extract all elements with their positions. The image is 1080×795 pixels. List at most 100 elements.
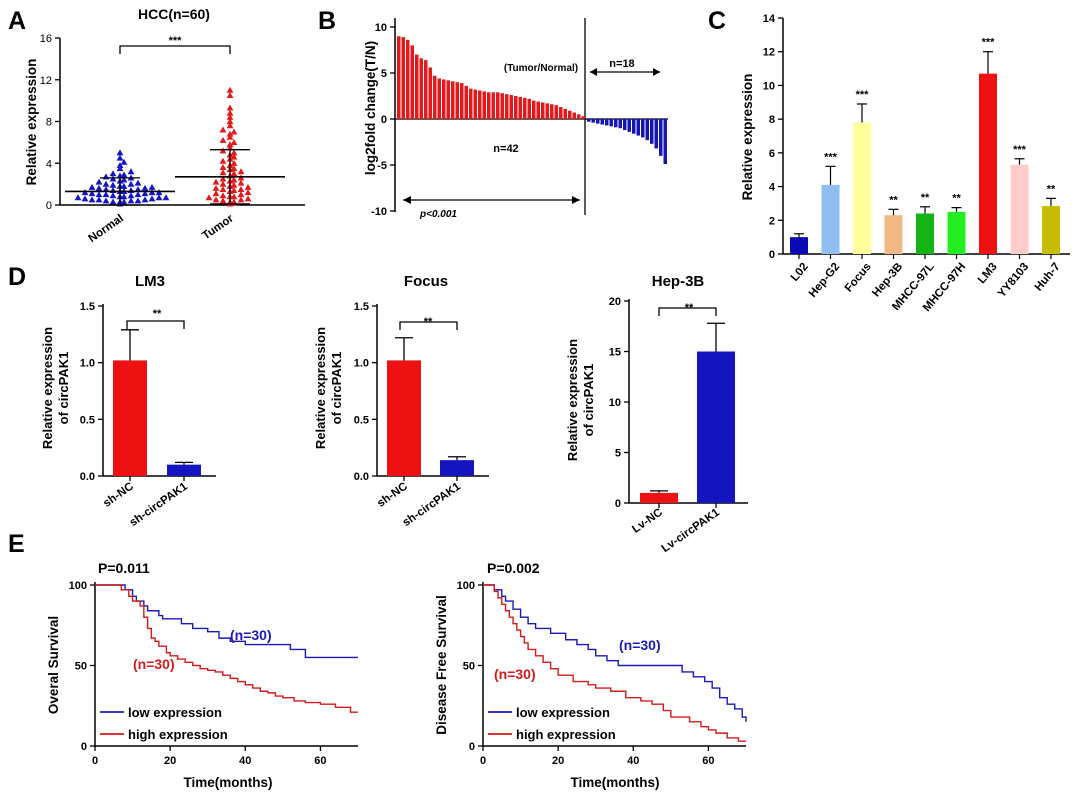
panel-a-normal-point-56 [116, 161, 124, 168]
panel-a-y-ticks: 0 4 8 12 16 [40, 33, 60, 212]
panel-a-normal-point-8 [134, 197, 142, 204]
panel-e-chart0-xtick-label-3: 60 [314, 755, 326, 767]
panel-e-chart1-ytick-label-2: 100 [457, 580, 475, 592]
panel-c-significance-7: *** [1013, 144, 1027, 156]
panel-a-tumor-point-20 [244, 183, 252, 190]
panel-a-normal-point-53 [109, 170, 117, 177]
panel-b-down-bar-12 [641, 119, 645, 138]
panel-a-tumor-point-46 [226, 141, 234, 148]
panel-a-tumor-point-50 [226, 130, 234, 137]
panel-d-chart2-bar-1 [697, 351, 735, 503]
panel-a-normal-point-42 [127, 180, 135, 187]
panel-c-bar-5 [947, 211, 966, 254]
panel-e-chart0-ytick-label-2: 100 [69, 580, 87, 592]
panel-b-bars [397, 36, 667, 165]
panel-b-up-bar-4 [415, 54, 419, 119]
panel-a-normal-point-12 [148, 195, 156, 202]
panel-c-significance-2: *** [856, 89, 870, 101]
panel-a-tumor-point-58 [226, 92, 234, 99]
panel-a-normal-point-40 [120, 182, 128, 189]
panel-b-up-bar-36 [559, 107, 563, 119]
panel-d-chart1-bar-1 [440, 460, 474, 476]
panel-a-mean-sd-bars [65, 149, 285, 206]
panel-a-tumor-point-35 [230, 165, 238, 172]
panel-a-ytick-label-0: 0 [46, 200, 52, 212]
panel-c-ytick-label-3: 6 [769, 148, 775, 160]
panel-b-arrow-up-left-head [403, 196, 411, 204]
panel-d-focus-title: Focus [404, 273, 448, 290]
panel-a-sig-bracket [119, 45, 231, 54]
panel-b-up-bar-18 [478, 90, 482, 119]
panel-a-normal-point-47 [120, 176, 128, 183]
panel-b-up-bar-34 [550, 104, 554, 119]
panel-a-xtick-normal: Normal [87, 213, 126, 246]
panel-a-tumor-point-38 [230, 159, 238, 166]
panel-c-ytick-label-7: 14 [763, 13, 776, 25]
panel-b-up-bar-16 [469, 88, 473, 119]
panel-d-chart2-ytick-label-2: 10 [609, 397, 621, 409]
panel-d-chart0-ytick-label-3: 1.5 [80, 301, 95, 313]
panel-e-os-ylabel: Overal Survival [46, 616, 61, 714]
panel-d-chart1-bar-0 [387, 360, 421, 476]
panel-d-focus-ylabel-line1: Relative expression [313, 327, 328, 449]
panel-b-up-bar-29 [527, 98, 531, 119]
panel-b-up-bar-17 [473, 89, 477, 119]
panel-b-up-bar-26 [514, 96, 518, 119]
panel-d-chart0-bar-0 [113, 360, 147, 476]
panel-a-tumor-point-16 [230, 186, 238, 193]
panel-d-chart1-ytick-label-2: 1.0 [354, 358, 369, 370]
panel-b-up-bar-7 [428, 67, 432, 119]
panel-e-marks: 0 50 100 0 20 40 60 0 50 100 0 20 40 60 [69, 580, 747, 767]
panel-e-chart1-curve-1 [483, 584, 746, 742]
panel-a-tumor-point-10 [230, 193, 238, 200]
panel-e-chart1-xtick-label-3: 60 [702, 755, 714, 767]
panel-b-ytick-label-2: 0 [381, 114, 387, 126]
panel-e-disease-free-survival: P=0.002 Disease Free Survival Time(month… [434, 560, 661, 790]
panel-a-tumor-point-52 [219, 126, 227, 133]
panel-c-bar-4 [916, 213, 934, 254]
panel-a-normal-point-13 [81, 195, 89, 202]
panel-a-normal-point-41 [109, 181, 117, 188]
panel-a-xtick-tumor: Tumor [200, 212, 236, 242]
panel-b-up-bar-28 [523, 97, 527, 119]
panel-b-up-bar-2 [406, 39, 410, 119]
panel-e-chart0-xtick-label-2: 40 [239, 755, 251, 767]
panel-label-d: D [8, 263, 26, 291]
panel-c-xtick-label-8: Huh-7 [1033, 261, 1063, 294]
panel-b-down-bar-1 [591, 119, 595, 123]
panel-a-normal-point-34 [134, 185, 142, 192]
panel-a-normal-point-57 [120, 158, 128, 165]
panel-a-tumor-point-36 [219, 164, 227, 171]
panel-b-pvalue: p<0.001 [419, 209, 457, 220]
panel-a-ytick-label-3: 12 [40, 75, 52, 87]
panel-b-down-bar-7 [618, 119, 622, 129]
panel-e-chart1-xtick-label-1: 20 [552, 755, 564, 767]
panel-a-tumor-point-25 [212, 178, 220, 185]
panel-d-hep3b-xtick-0: Lv-NC [630, 507, 665, 536]
panel-d-chart2-ytick-label-0: 0 [615, 498, 621, 510]
panel-c-ylabel: Relative expression [740, 74, 755, 201]
panel-a-tumor-point-45 [226, 144, 234, 151]
panel-a-normal-point-22 [134, 191, 142, 198]
panel-a-normal-point-58 [116, 154, 124, 161]
panel-a-tumor-point-43 [230, 149, 238, 156]
panel-a: A HCC(n=60) Relative expression 0481216 … [8, 6, 305, 245]
panel-d-focus-xtick-1: sh-circPAK1 [401, 480, 464, 529]
panel-a-tumor-point-54 [226, 118, 234, 125]
panel-e-os-legend-high: high expression [128, 727, 228, 742]
panel-e-chart0-curve-0 [95, 584, 358, 659]
panel-a-tumor-point-13 [212, 190, 220, 197]
panel-a-tumor-point-19 [212, 184, 220, 191]
panel-e-os-xlabel: Time(months) [183, 775, 272, 790]
panel-b: B log2fold change(T/N) -10 -5 0 5 10 (Tumor/… [318, 7, 668, 220]
panel-a-tumor-point-48 [219, 136, 227, 143]
panel-c-ytick-label-4: 8 [769, 114, 775, 126]
panel-d-chart1-ytick-label-1: 0.5 [354, 414, 369, 426]
panel-e-dfs-n-high: (n=30) [494, 666, 536, 682]
panel-a-significance: *** [169, 35, 183, 47]
panel-d-lm3-xtick-0: sh-NC [101, 481, 136, 510]
panel-a-tumor-point-57 [226, 104, 234, 111]
panel-e-dfs-legend-high: high expression [516, 727, 616, 742]
panel-b-down-bar-14 [650, 119, 654, 144]
panel-a-ytick-label-2: 8 [46, 117, 52, 129]
